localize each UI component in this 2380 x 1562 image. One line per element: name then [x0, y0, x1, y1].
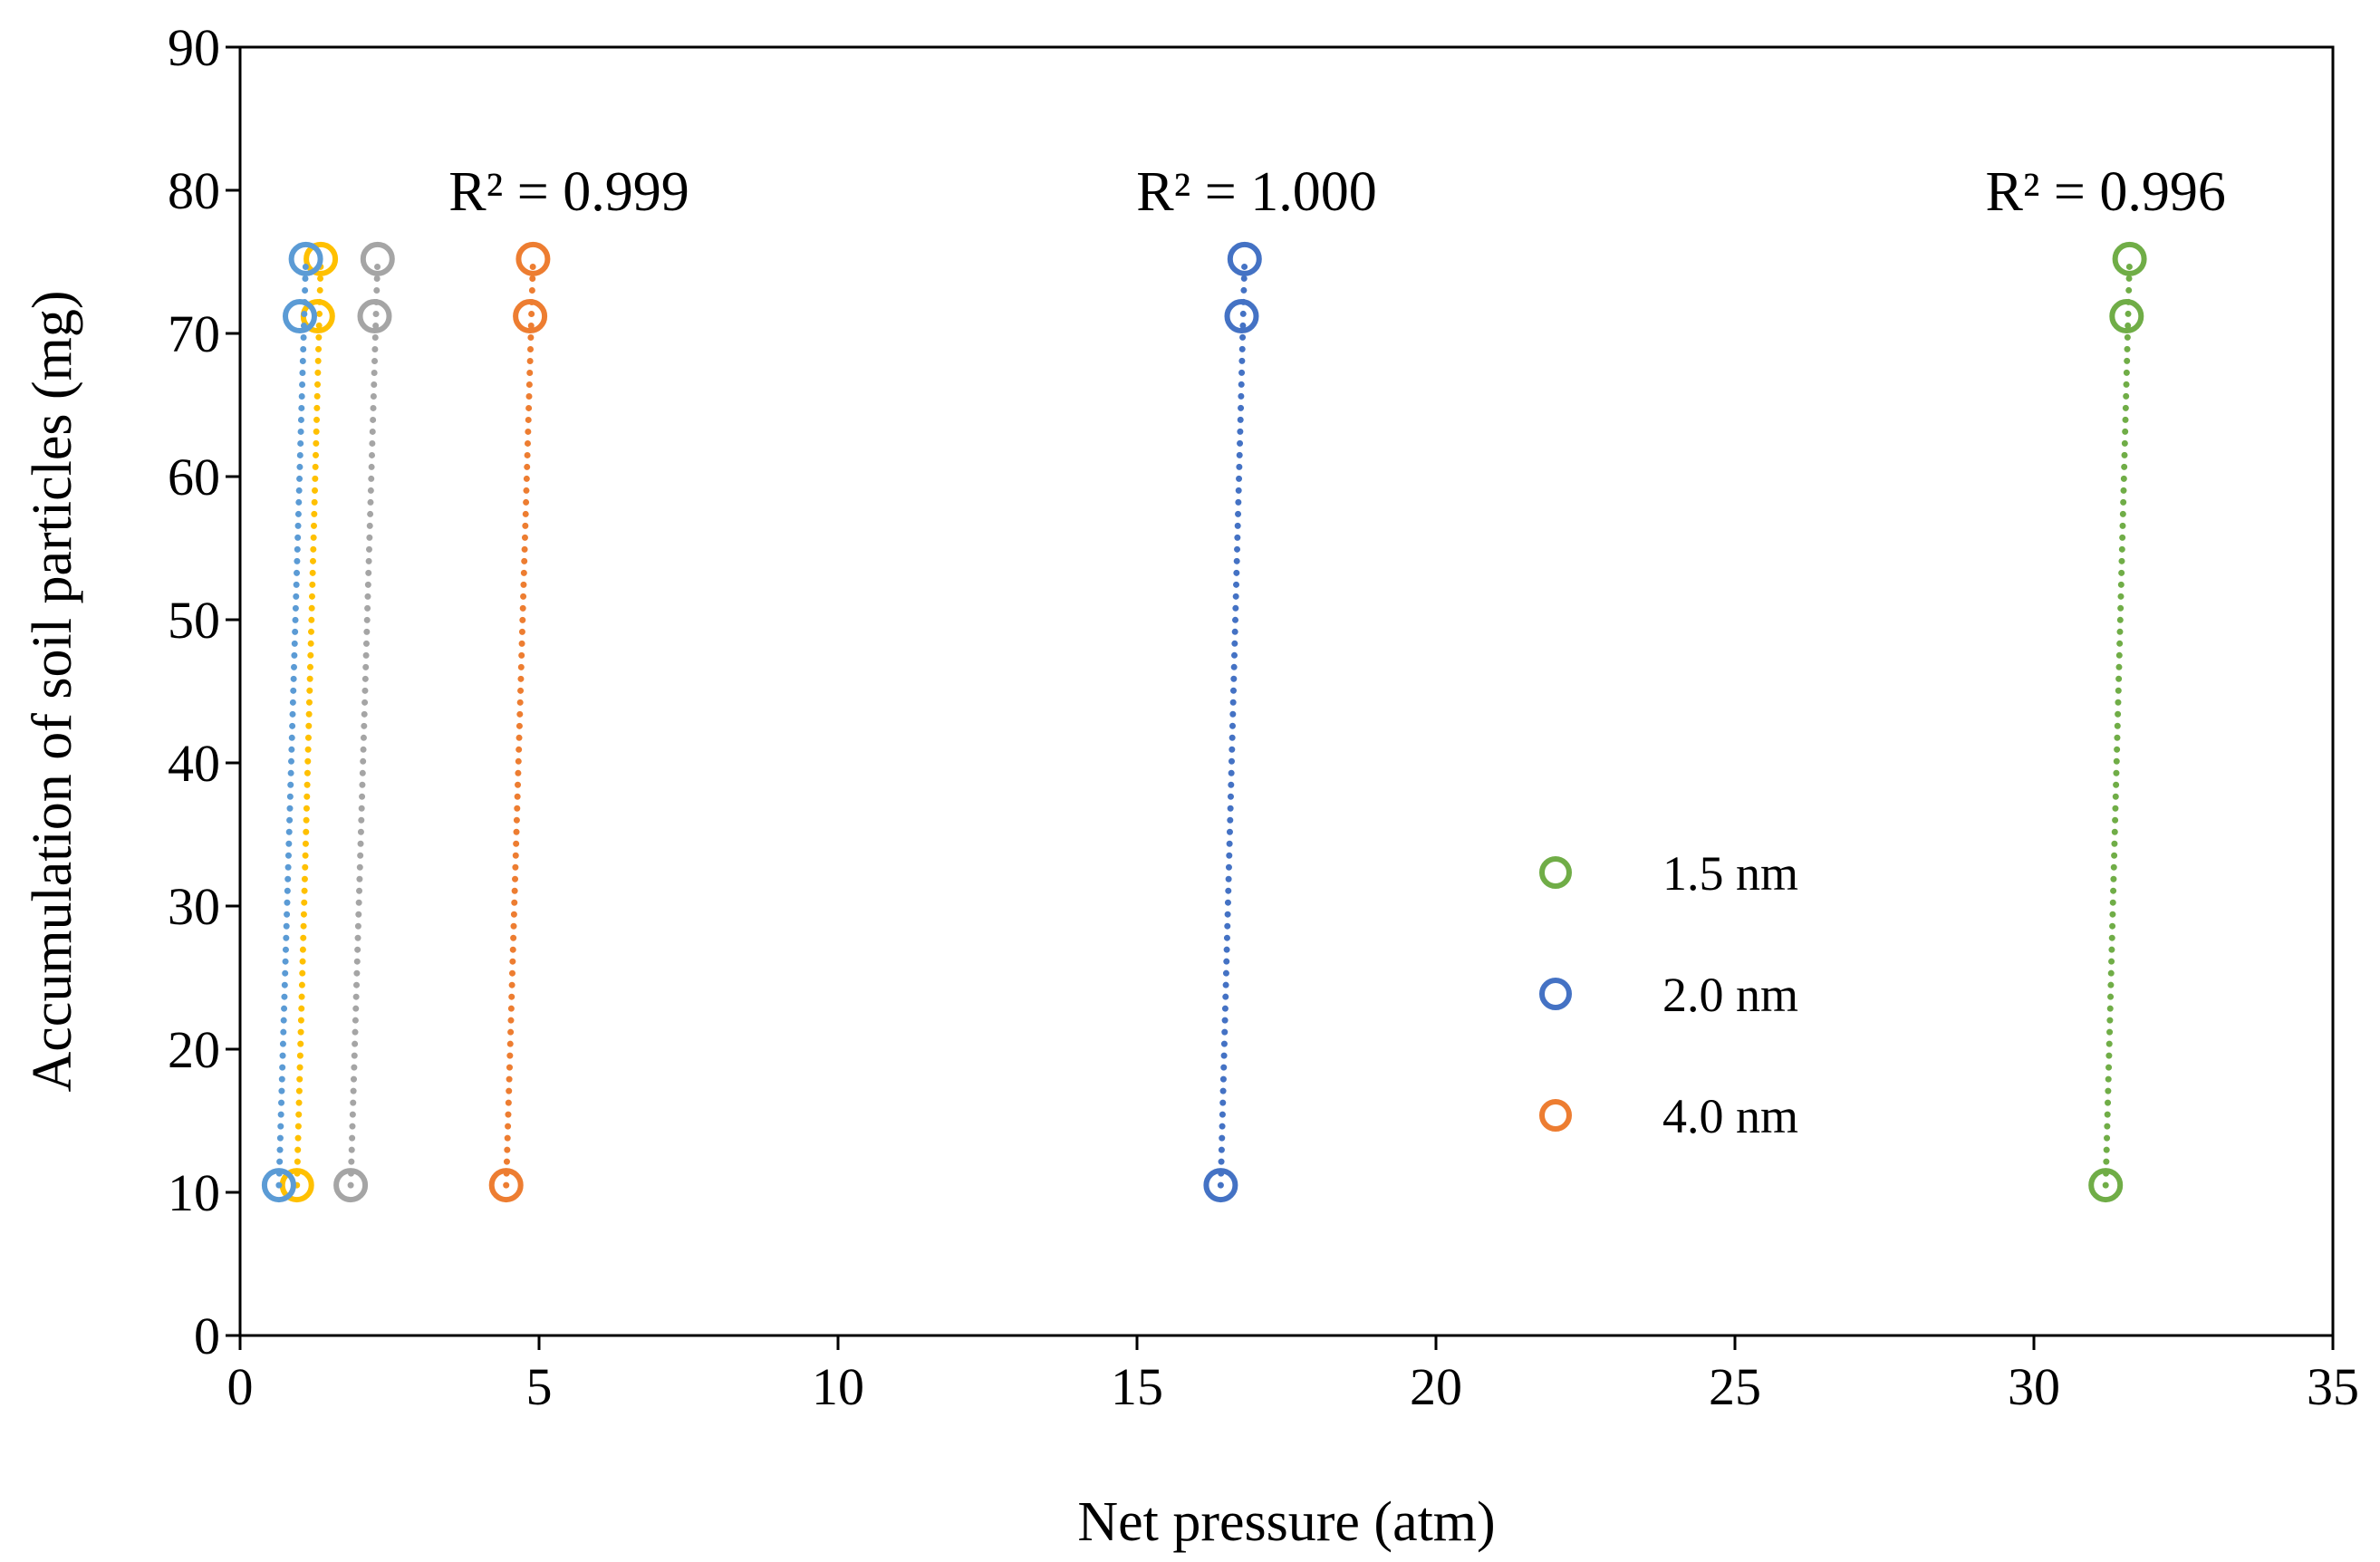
- legend-marker: [1539, 1099, 1572, 1132]
- legend-marker: [1539, 856, 1572, 889]
- y-tick-label: 60: [168, 448, 220, 506]
- legend-label: 2.0 nm: [1662, 968, 1798, 1022]
- r-squared-label: R² = 0.996: [1985, 161, 2225, 223]
- data-point: [2088, 1168, 2124, 1203]
- trendline: [294, 256, 324, 1189]
- series-2-0-nm: [1203, 241, 1262, 1203]
- legend-label: 4.0 nm: [1662, 1089, 1798, 1143]
- plot-area-frame: [238, 45, 2335, 1337]
- legend-item: 1.5 nm: [1539, 846, 1798, 901]
- data-point: [357, 299, 392, 334]
- series-1-5-nm: [2088, 241, 2147, 1203]
- legend-label: 1.5 nm: [1662, 846, 1798, 901]
- y-tick-label: 0: [194, 1306, 220, 1365]
- y-axis: 0 10 20 30 40 50 60 70 80 90: [168, 18, 240, 1365]
- data-point: [279, 1168, 314, 1203]
- data-point: [2112, 241, 2147, 276]
- data-point: [2109, 299, 2144, 334]
- legend-item: 4.0 nm: [1539, 1089, 1798, 1143]
- x-tick-label: 25: [1709, 1357, 1761, 1416]
- data-point: [283, 299, 317, 334]
- x-axis: 0 5 10 15 20 25 30 35: [227, 1335, 2359, 1416]
- data-point: [288, 241, 323, 276]
- data-point: [1224, 299, 1259, 334]
- data-point: [304, 241, 339, 276]
- data-point: [261, 1168, 296, 1203]
- trendline: [347, 256, 381, 1189]
- y-tick-label: 10: [168, 1163, 220, 1222]
- r-squared-label: R² = 0.999: [448, 161, 689, 223]
- x-tick-label: 35: [2307, 1357, 2359, 1416]
- y-axis-title: Accumulation of soil particles (mg): [22, 291, 83, 1093]
- plot-series: [261, 241, 2147, 1203]
- y-tick-label: 80: [168, 161, 220, 220]
- y-tick-label: 90: [168, 18, 220, 77]
- series-gold-series: [279, 241, 339, 1203]
- r-squared-label: R² = 1.000: [1136, 161, 1376, 223]
- data-point: [488, 1168, 524, 1203]
- y-tick-label: 50: [168, 591, 220, 650]
- x-tick-label: 30: [2008, 1357, 2060, 1416]
- legend-item: 2.0 nm: [1539, 968, 1798, 1022]
- series-gray-series: [333, 241, 395, 1203]
- data-point: [1203, 1168, 1238, 1203]
- x-tick-label: 5: [526, 1357, 553, 1416]
- series-light-blue-series: [261, 241, 323, 1203]
- trendline: [275, 256, 310, 1189]
- data-point: [333, 1168, 369, 1203]
- data-point: [360, 241, 395, 276]
- legend: 1.5 nm 2.0 nm 4.0 nm: [1539, 846, 1798, 1143]
- legend-marker: [1539, 978, 1572, 1010]
- y-tick-label: 40: [168, 734, 220, 793]
- data-point: [1227, 241, 1262, 276]
- x-tick-label: 20: [1410, 1357, 1462, 1416]
- trendline: [503, 256, 536, 1189]
- r-squared-annotations: R² = 0.999 R² = 1.000 R² = 0.996: [448, 161, 2226, 223]
- y-tick-label: 30: [168, 877, 220, 936]
- x-axis-title: Net pressure (atm): [1077, 1491, 1495, 1553]
- y-tick-label: 70: [168, 304, 220, 363]
- series-4-0-nm: [488, 241, 551, 1203]
- x-tick-label: 0: [227, 1357, 254, 1416]
- y-tick-label: 20: [168, 1020, 220, 1079]
- data-point: [513, 299, 548, 334]
- x-tick-label: 10: [812, 1357, 864, 1416]
- trendline: [2102, 256, 2134, 1189]
- x-tick-label: 15: [1111, 1357, 1163, 1416]
- data-point: [516, 241, 551, 276]
- trendline: [1217, 256, 1248, 1189]
